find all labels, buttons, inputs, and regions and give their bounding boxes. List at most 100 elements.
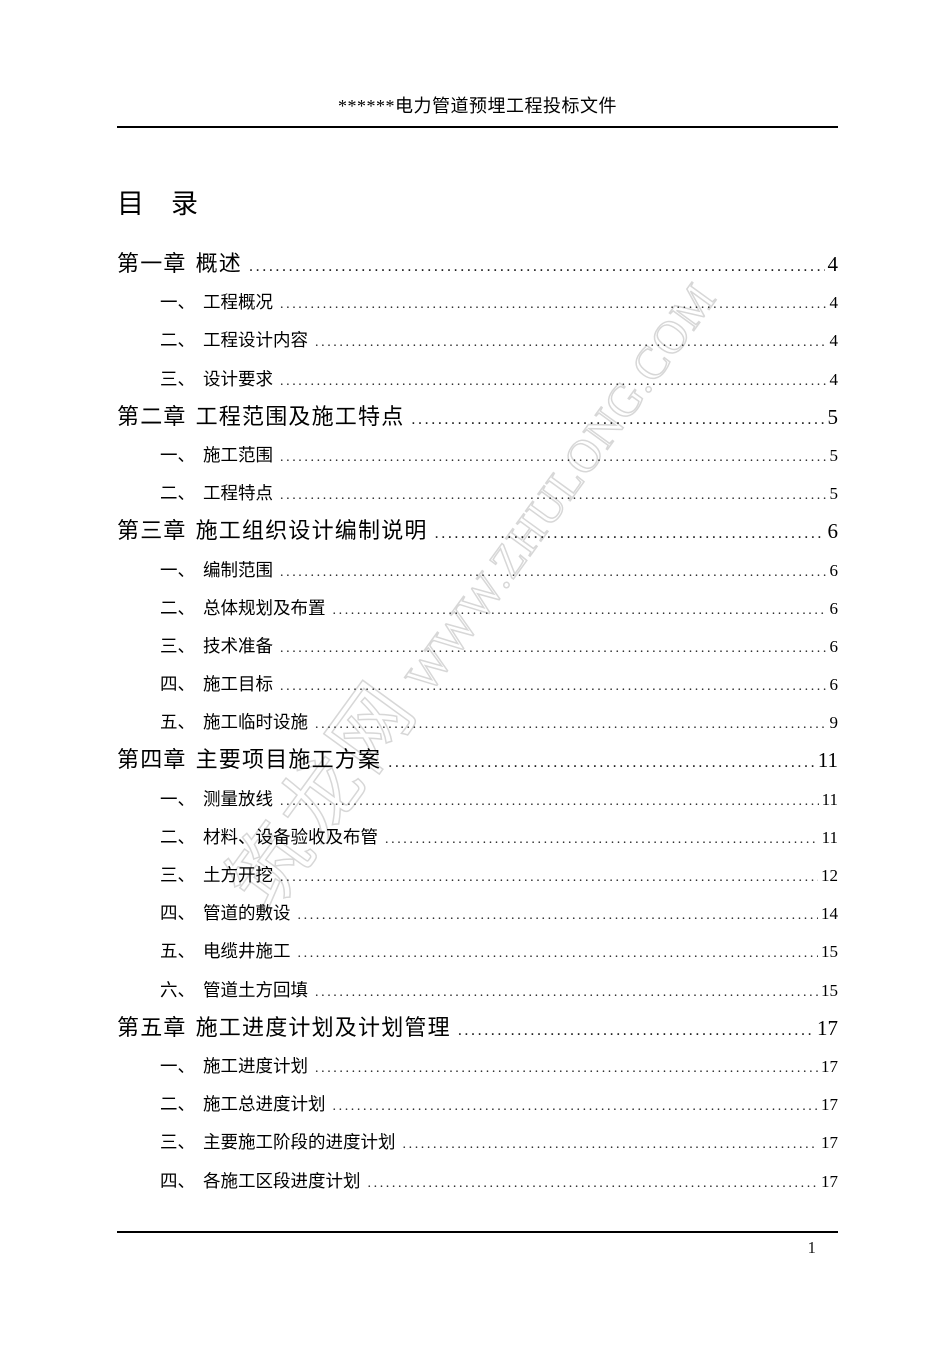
dot-leader (280, 283, 827, 324)
toc-entry-title: 概述 (195, 251, 243, 276)
toc-entry-page: 5 (829, 445, 839, 465)
toc-entry-title: 工程概况 (203, 292, 273, 313)
toc-entry-page: 17 (821, 1095, 838, 1115)
toc-entry[interactable]: 五、 电缆井施工 15 (117, 932, 838, 970)
dot-leader (315, 321, 827, 362)
toc-entry[interactable]: 二、 工程特点 5 (117, 474, 838, 512)
toc-entry-title: 管道的敷设 (203, 903, 291, 924)
dot-leader (333, 1085, 819, 1126)
toc-entry-title: 施工组织设计编制说明 (195, 518, 428, 544)
toc-entry[interactable]: 第五章 施工进度计划及计划管理 17 (117, 1009, 838, 1047)
toc-entry[interactable]: 一、 工程概况 4 (117, 283, 838, 321)
toc-entry[interactable]: 六、 管道土方回填 15 (117, 971, 838, 1009)
toc-entry[interactable]: 三、 技术准备 6 (117, 627, 838, 665)
toc-entry-page: 12 (821, 866, 838, 885)
toc-entry-page: 4 (829, 293, 839, 313)
toc-entry-number: 五、 (160, 941, 195, 962)
toc-entry-page: 9 (829, 713, 839, 733)
page-header-title: ******电力管道预埋工程投标文件 (338, 96, 617, 116)
toc-entry[interactable]: 三、 主要施工阶段的进度计划 17 (117, 1123, 838, 1161)
toc-entry-number: 四、 (160, 1170, 195, 1191)
toc-title: 目 录 (117, 189, 198, 219)
toc-entry-title: 主要项目施工方案 (195, 747, 382, 773)
toc-entry[interactable]: 第一章 概述 4 (117, 245, 838, 283)
toc-entry[interactable]: 一、 施工进度计划 17 (117, 1047, 838, 1085)
toc-entry-number: 三、 (160, 635, 195, 656)
toc-entry[interactable]: 第二章 工程范围及施工特点 5 (117, 398, 838, 436)
toc-entry-page: 11 (821, 827, 838, 847)
toc-entry[interactable]: 一、 测量放线 11 (117, 780, 838, 818)
toc-entry[interactable]: 第四章 主要项目施工方案 11 (117, 741, 838, 779)
toc-entry-page: 11 (817, 748, 838, 773)
toc-entry[interactable]: 三、 设计要求 4 (117, 360, 838, 398)
toc-entry-page: 15 (821, 942, 838, 962)
page-header: ******电力管道预埋工程投标文件 (117, 92, 838, 128)
dot-leader (315, 703, 827, 744)
dot-leader (388, 741, 815, 782)
dot-leader (315, 971, 818, 1012)
toc-entry-title: 施工总进度计划 (203, 1094, 326, 1115)
dot-leader (458, 1009, 814, 1050)
toc-entry-title: 工程特点 (203, 483, 273, 504)
toc-entry-page: 17 (817, 1015, 838, 1040)
toc-entry-title: 各施工区段进度计划 (203, 1170, 361, 1191)
toc-entry-page: 5 (829, 484, 839, 504)
toc-entry-title: 材料、设备验收及布管 (203, 826, 378, 847)
toc-entry-page: 4 (827, 252, 839, 276)
toc-entry-title: 施工临时设施 (203, 712, 308, 733)
toc-entry-number: 五、 (160, 712, 195, 733)
toc-entry-number: 二、 (160, 826, 195, 847)
toc-entry-number: 二、 (160, 1094, 195, 1115)
toc-entry-number: 一、 (160, 292, 195, 313)
dot-leader (280, 436, 827, 477)
dot-leader (280, 627, 827, 668)
toc-entry-number: 一、 (160, 1055, 195, 1076)
dot-leader (315, 1047, 818, 1088)
toc-entry[interactable]: 四、 施工目标 6 (117, 665, 838, 703)
toc-entry[interactable]: 一、 编制范围 6 (117, 551, 838, 589)
toc-entry-title: 主要施工阶段的进度计划 (203, 1132, 396, 1153)
toc-entry-title: 总体规划及布置 (203, 597, 326, 618)
dot-leader (333, 589, 827, 630)
toc-entry-page: 14 (821, 904, 838, 924)
dot-leader (298, 894, 819, 935)
toc-entry-page: 11 (821, 789, 838, 809)
toc-entry-number: 二、 (160, 330, 195, 351)
toc-list: 第一章 概述 4 一、 工程概况 4 二、 工程设计内容 4 三、 设计要求 4… (117, 245, 838, 1200)
toc-entry-title: 编制范围 (203, 559, 273, 580)
dot-leader (298, 932, 819, 973)
toc-entry-page: 17 (821, 1171, 838, 1191)
toc-entry-number: 二、 (160, 597, 195, 618)
toc-entry[interactable]: 二、 材料、设备验收及布管 11 (117, 818, 838, 856)
dot-leader (280, 780, 819, 821)
toc-entry-title: 技术准备 (203, 635, 273, 656)
toc-entry-page: 6 (829, 598, 839, 618)
toc-entry-number: 第四章 (117, 747, 187, 773)
toc-entry-number: 六、 (160, 979, 195, 1000)
toc-entry-title: 设计要求 (203, 368, 273, 389)
toc-entry-page: 6 (829, 636, 839, 656)
toc-entry[interactable]: 二、 施工总进度计划 17 (117, 1085, 838, 1123)
toc-entry-number: 四、 (160, 903, 195, 924)
toc-entry[interactable]: 五、 施工临时设施 9 (117, 703, 838, 741)
toc-entry-number: 四、 (160, 674, 195, 695)
dot-leader (403, 1123, 819, 1164)
toc-entry-number: 第二章 (117, 403, 187, 429)
dot-leader (411, 398, 824, 439)
toc-entry-page: 17 (821, 1056, 838, 1076)
toc-entry-page: 6 (827, 519, 839, 544)
toc-entry-number: 三、 (160, 368, 195, 389)
toc-entry-title: 施工目标 (203, 674, 273, 695)
toc-entry-page: 5 (827, 404, 839, 429)
toc-entry-number: 第三章 (117, 518, 187, 544)
toc-entry[interactable]: 二、 工程设计内容 4 (117, 321, 838, 359)
toc-entry-number: 三、 (160, 865, 195, 885)
toc-entry[interactable]: 三、 土方开挖 12 (117, 856, 838, 894)
toc-entry[interactable]: 四、 各施工区段进度计划 17 (117, 1162, 838, 1200)
toc-entry[interactable]: 四、 管道的敷设 14 (117, 894, 838, 932)
toc-entry[interactable]: 第三章 施工组织设计编制说明 6 (117, 512, 838, 550)
toc-entry[interactable]: 二、 总体规划及布置 6 (117, 589, 838, 627)
toc-entry-page: 6 (829, 560, 839, 580)
toc-entry[interactable]: 一、 施工范围 5 (117, 436, 838, 474)
